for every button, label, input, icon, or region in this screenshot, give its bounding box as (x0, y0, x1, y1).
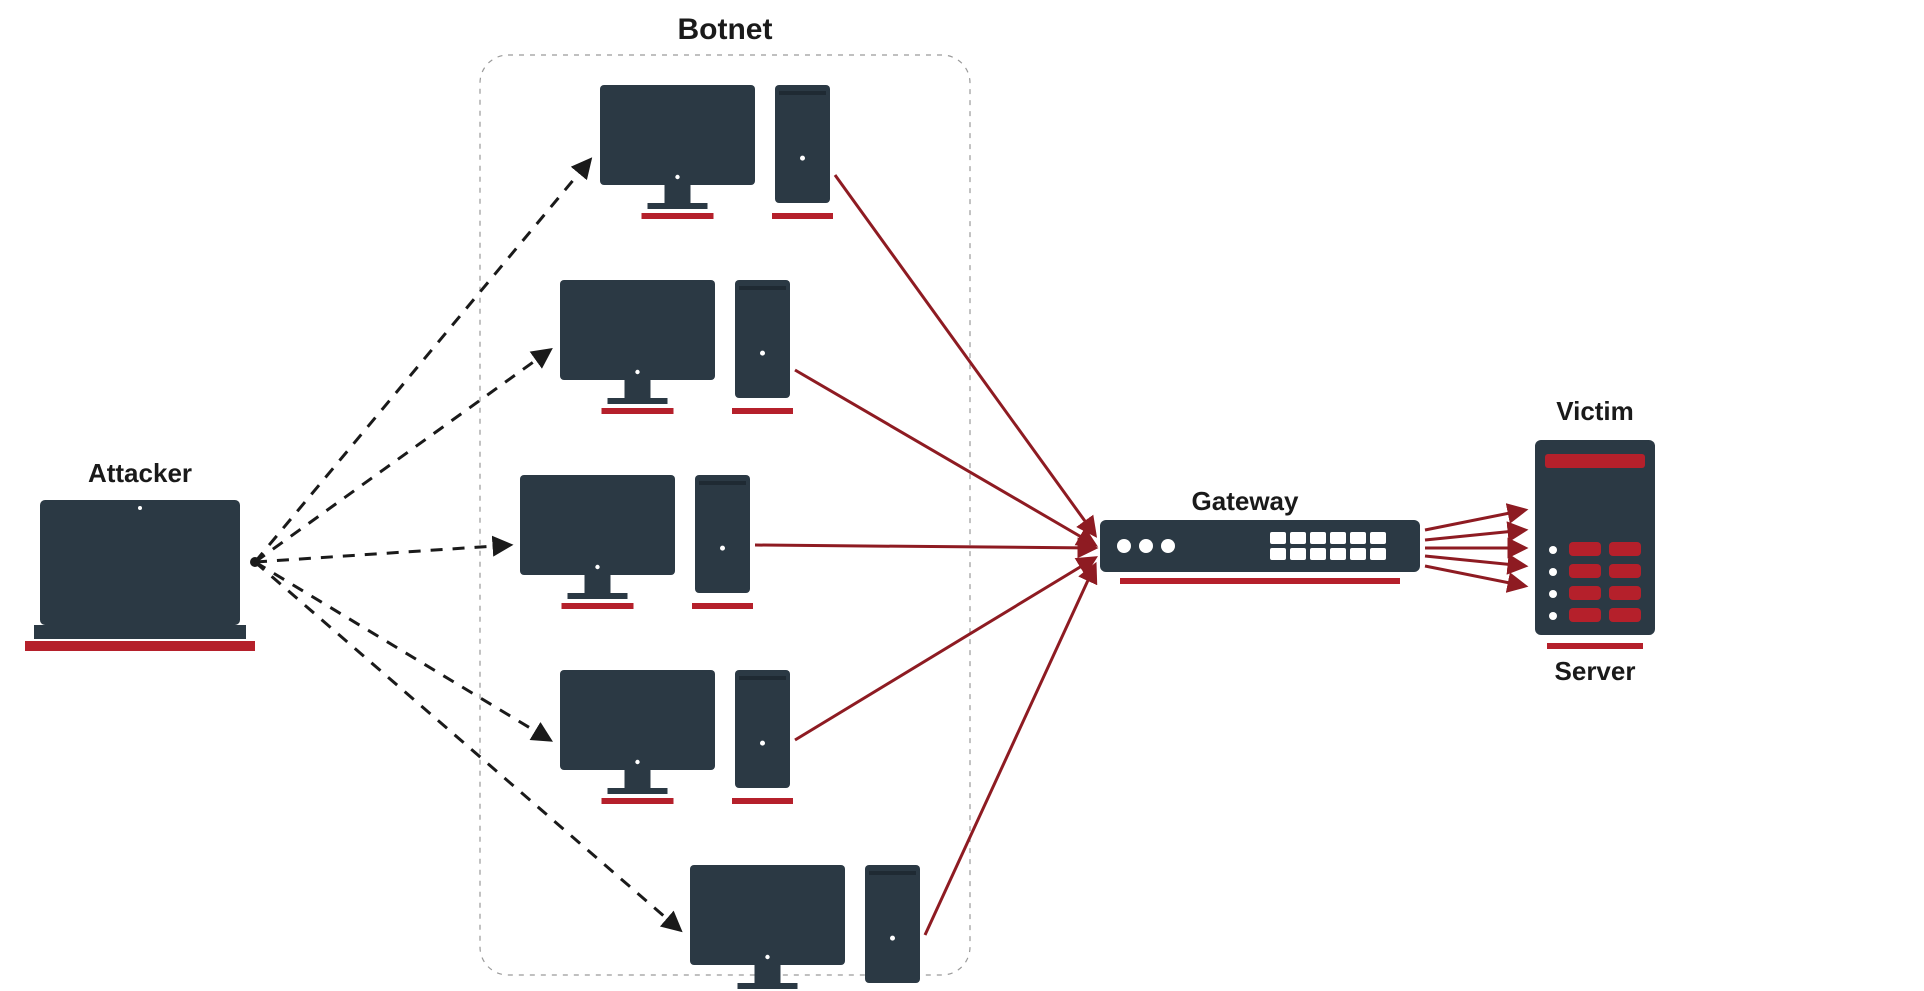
edge-gateway-victim-3 (1425, 556, 1525, 566)
edge-bot-gateway-1 (795, 370, 1095, 545)
bot-pc-1 (560, 280, 793, 414)
gateway-label: Gateway (1192, 486, 1299, 516)
edge-gateway-victim-4 (1425, 566, 1525, 586)
bot-pc-3 (560, 670, 793, 804)
attacker-icon: Attacker (25, 458, 255, 651)
gateway-icon: Gateway (1100, 486, 1420, 584)
victim-server-icon: Victim Server (1535, 396, 1655, 686)
server-label: Server (1555, 656, 1636, 686)
edge-gateway-victim-0 (1425, 510, 1525, 530)
bot-pc-4 (690, 865, 923, 991)
botnet-label: Botnet (678, 13, 773, 46)
edge-gateway-victim-1 (1425, 530, 1525, 540)
edge-bot-gateway-0 (835, 175, 1095, 535)
victim-label: Victim (1556, 396, 1634, 426)
bot-pc-2 (520, 475, 753, 609)
attacker-label: Attacker (88, 458, 192, 488)
bot-pc-0 (600, 85, 833, 219)
edge-attacker-bot-3 (255, 562, 550, 740)
edge-bot-gateway-2 (755, 545, 1095, 548)
edge-attacker-bot-2 (255, 545, 510, 562)
edge-bot-gateway-3 (795, 558, 1095, 740)
edge-attacker-bot-1 (255, 350, 550, 562)
edge-bot-gateway-4 (925, 565, 1095, 935)
